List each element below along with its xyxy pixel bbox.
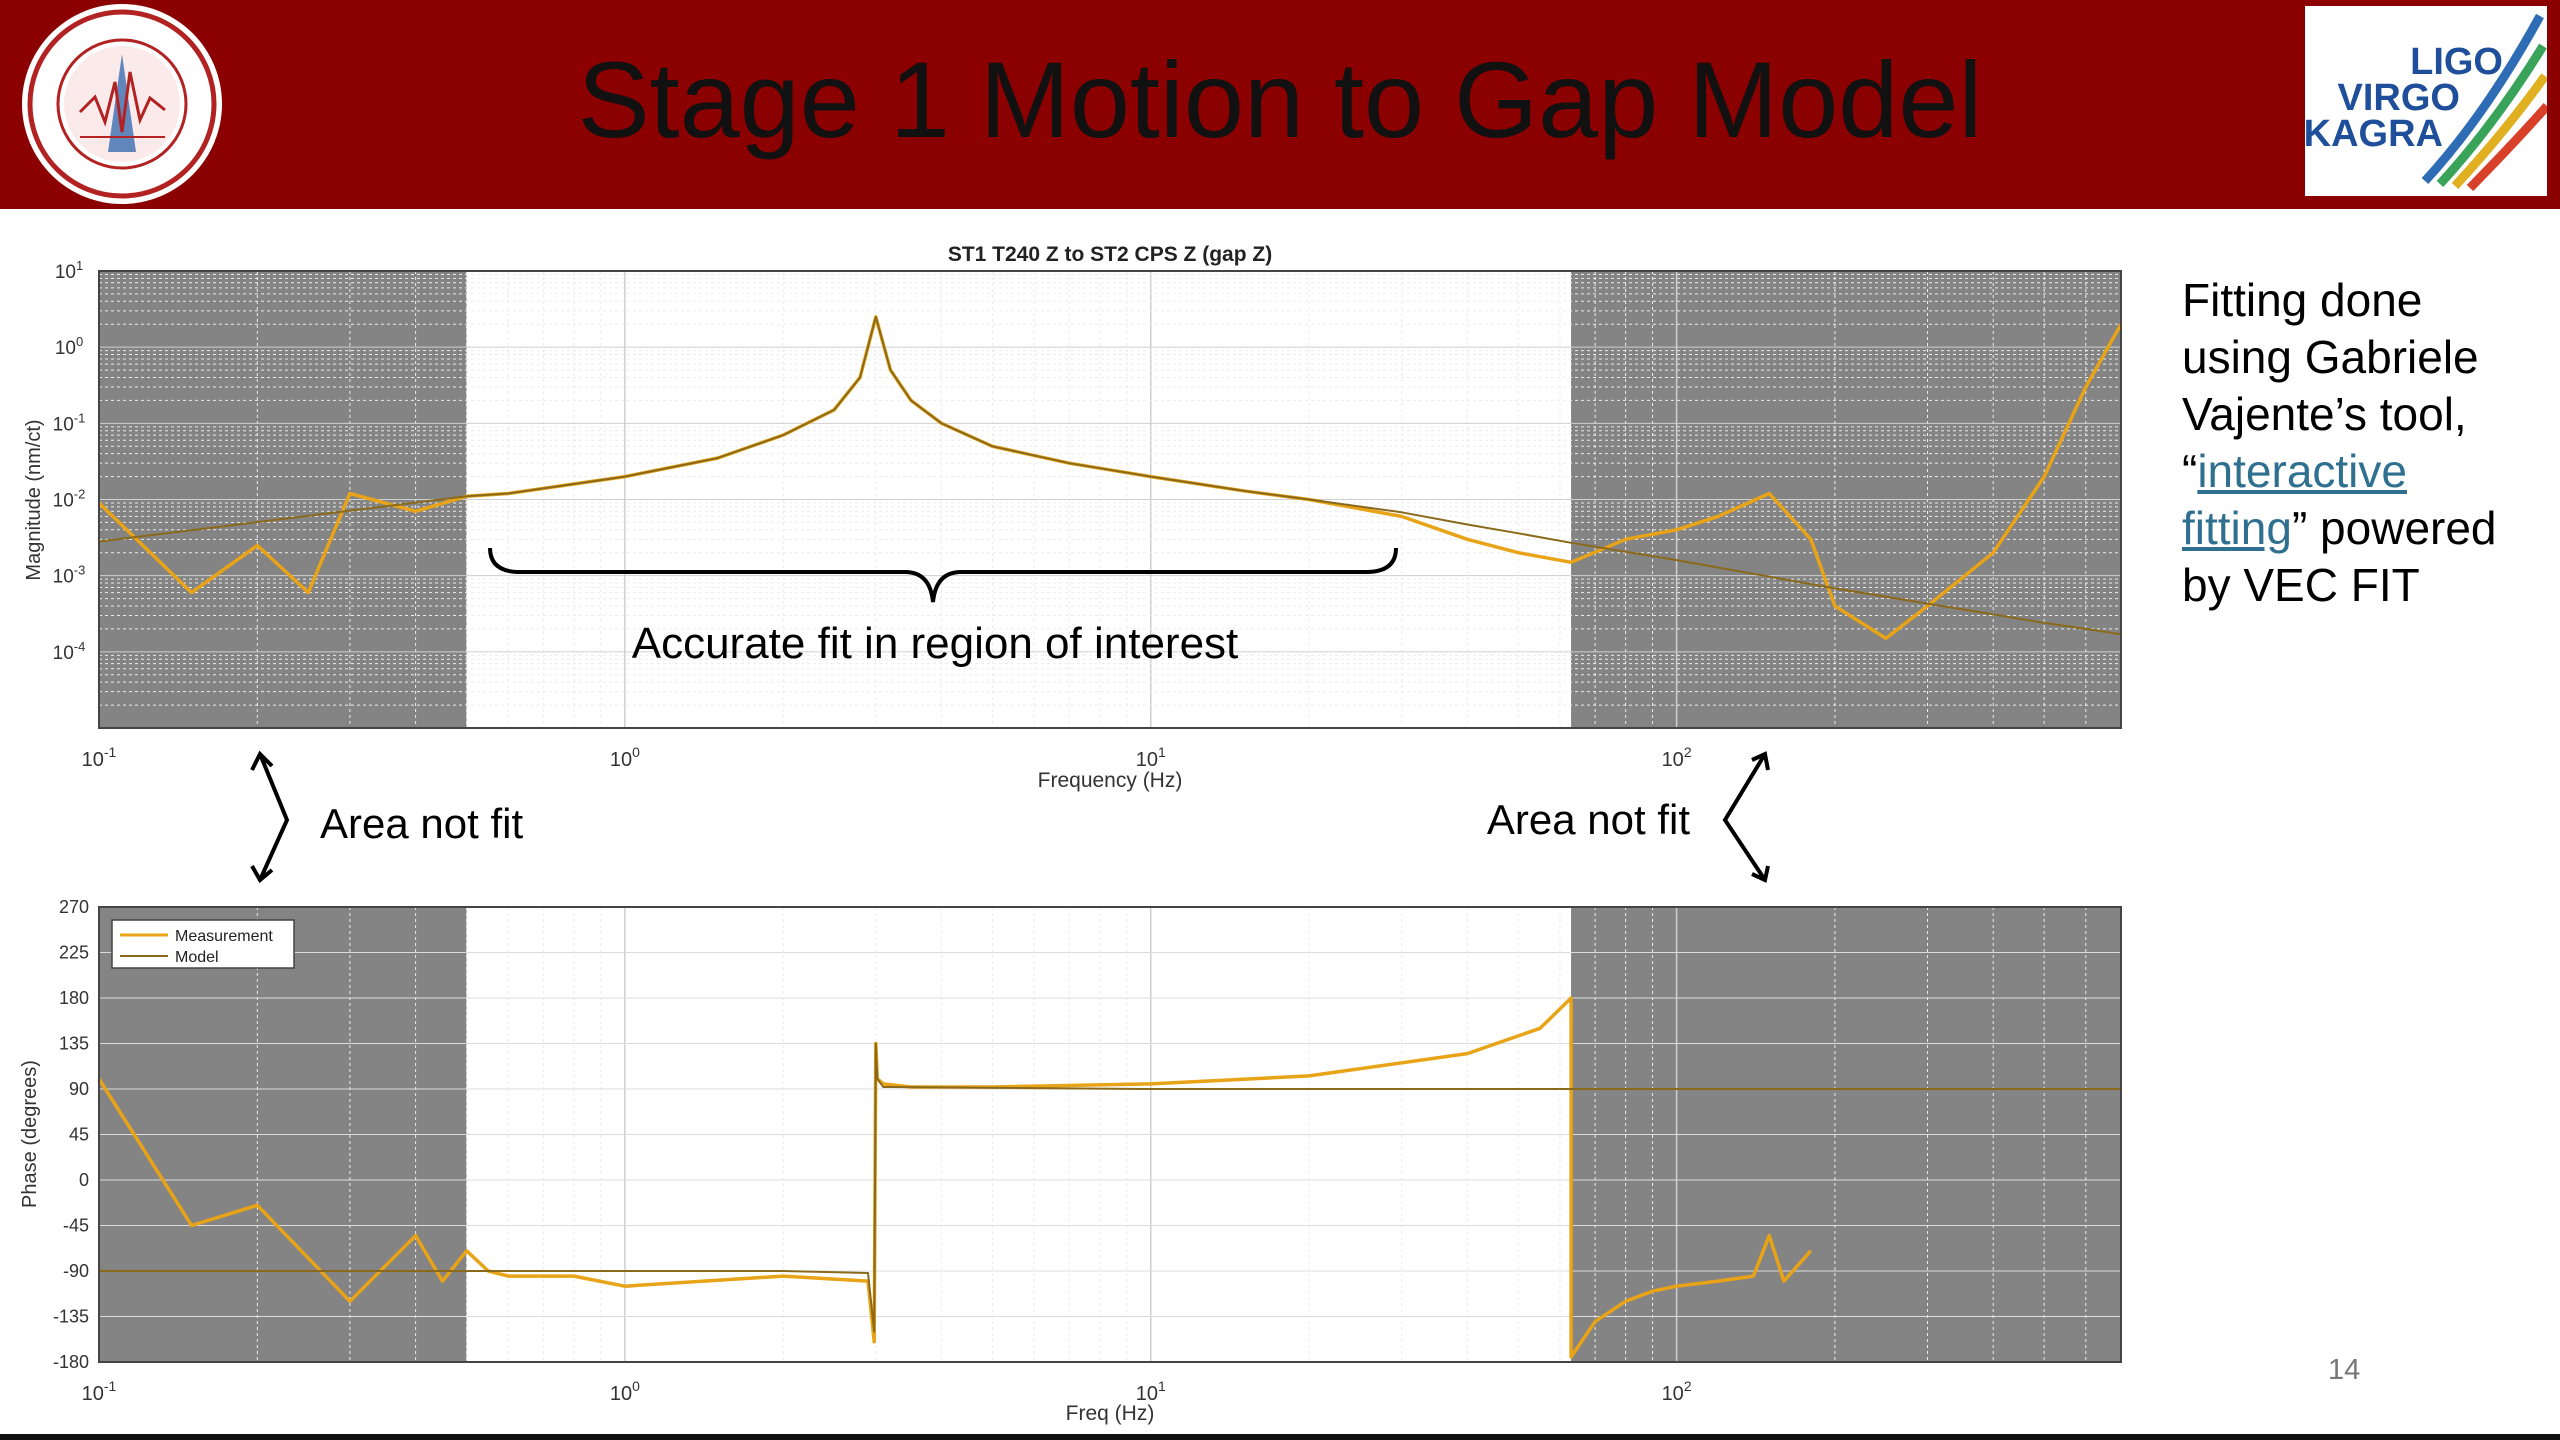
y-tick-label: 10-3 [53, 563, 86, 588]
legend-model-label: Model [175, 949, 219, 966]
side-note: Fitting done using Gabriele Vajente’s to… [2182, 272, 2542, 614]
y-tick-label: 180 [59, 988, 89, 1008]
logo-word-kagra: KAGRA [2305, 113, 2443, 155]
side-note-line: fitting” powered [2182, 500, 2542, 557]
model-line [98, 315, 2122, 636]
slide-header [0, 0, 2560, 209]
stanford-seal-logo [22, 4, 222, 204]
phase-y-axis-label: Phase (degrees) [19, 1060, 41, 1208]
model-line [99, 1042, 2121, 1333]
side-note-line: Fitting done [2182, 274, 2423, 326]
left-not-fit-label: Area not fit [320, 800, 523, 847]
y-tick-label: 10-1 [53, 410, 86, 435]
right-not-fit-label: Area not fit [1487, 796, 1690, 843]
y-tick-label: 135 [59, 1034, 89, 1054]
page-number: 14 [2328, 1354, 2361, 1386]
y-tick-label: 90 [69, 1079, 89, 1099]
x-tick-label: 101 [1136, 744, 1166, 771]
y-tick-label: 225 [59, 943, 89, 963]
magnitude-x-axis-label: Frequency (Hz) [1038, 769, 1183, 792]
x-tick-label: 102 [1662, 1378, 1692, 1405]
side-note-line: “interactive [2182, 443, 2542, 500]
logo-word-virgo: VIRGO [2338, 77, 2460, 119]
left-not-fit-arrow [258, 753, 290, 881]
side-note-line: by VEC FIT [2182, 559, 2420, 611]
phase-chart: 10-1 100 101 102 270 225 180 135 90 45 0 -45 -90 -13… [19, 897, 2122, 1425]
slide-title: Stage 1 Motion to Gap Model [577, 39, 1983, 160]
phase-legend: Measurement Model [111, 919, 295, 969]
y-tick-label: 101 [55, 258, 83, 283]
logo-word-ligo: LIGO [2410, 41, 2503, 83]
fit-region-label: Accurate fit in region of interest [632, 619, 1239, 668]
x-tick-label: 101 [1136, 1378, 1166, 1405]
y-tick-label: 45 [69, 1125, 89, 1145]
side-note-line: Vajente’s tool, [2182, 388, 2467, 440]
legend-measurement-label: Measurement [175, 928, 273, 945]
interactive-fitting-link[interactable]: interactive [2197, 445, 2407, 497]
side-note-text: ” powered [2291, 502, 2497, 554]
x-tick-label: 100 [610, 1378, 640, 1405]
phase-x-axis-label: Freq (Hz) [1066, 1402, 1155, 1425]
quote-open: “ [2182, 445, 2198, 497]
y-tick-label: 270 [59, 897, 89, 917]
y-tick-label: 100 [55, 334, 83, 359]
x-tick-label: 102 [1662, 744, 1692, 771]
ligo-virgo-kagra-logo: LIGO VIRGO KAGRA [2304, 6, 2551, 196]
measurement-line [97, 996, 1813, 1359]
x-tick-label: 100 [610, 744, 640, 771]
bode-plot-area: 10-1 100 101 102 101 100 10-1 10-2 10-3 10-4 ST1… [19, 243, 2123, 1425]
bottom-bar [0, 1434, 2560, 1440]
magnitude-chart: 10-1 100 101 102 101 100 10-1 10-2 10-3 10-4 ST1… [23, 243, 2123, 792]
y-tick-label: 0 [79, 1170, 89, 1190]
side-note-line: using Gabriele [2182, 331, 2479, 383]
magnitude-y-axis-label: Magnitude (nm/ct) [23, 419, 45, 580]
y-tick-label: -90 [63, 1261, 89, 1281]
right-not-fit-arrow [1722, 752, 1767, 882]
magnitude-chart-title: ST1 T240 Z to ST2 CPS Z (gap Z) [948, 243, 1272, 266]
y-tick-label: 10-2 [53, 487, 86, 512]
x-tick-label: 10-1 [82, 1378, 117, 1405]
y-tick-label: -180 [53, 1352, 89, 1372]
y-tick-label: -45 [63, 1216, 89, 1236]
fit-region-brace [488, 547, 1398, 603]
x-tick-label: 10-1 [82, 744, 117, 771]
y-tick-label: 10-4 [53, 639, 86, 664]
y-tick-label: -135 [53, 1307, 89, 1327]
interactive-fitting-link-continued[interactable]: fitting [2182, 502, 2292, 554]
